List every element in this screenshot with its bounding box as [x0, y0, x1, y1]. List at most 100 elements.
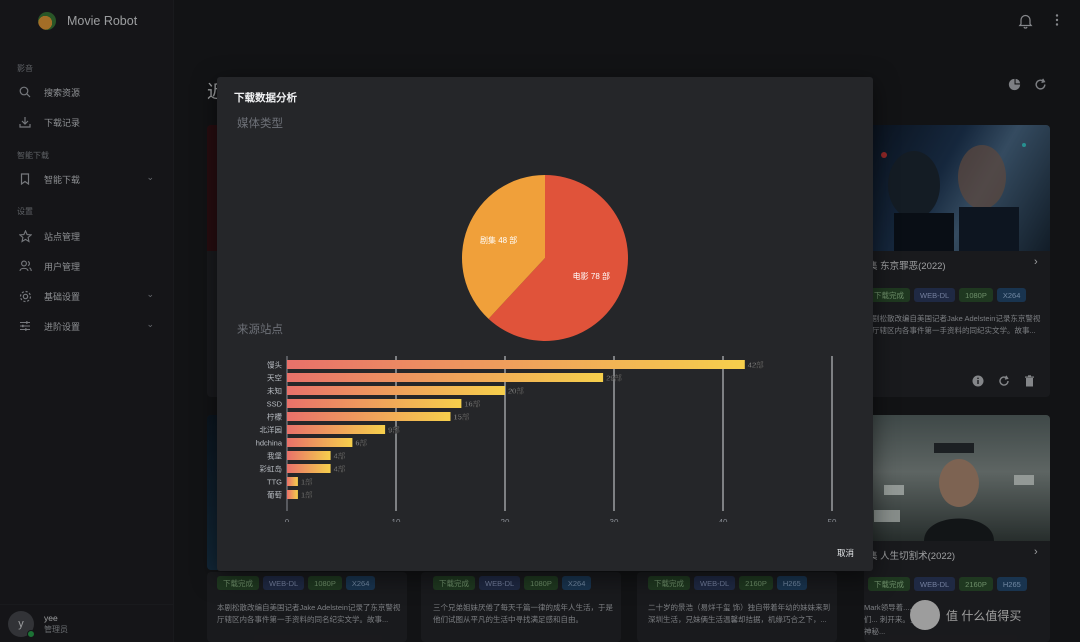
card-description: 三个兄弟姐妹厌倦了每天千篇一律的成年人生活，于是他们试图从平凡的生活中寻找满足感…: [433, 603, 613, 624]
media-card[interactable]: 下载完成 WEB-DL 2160P H265 二十岁的景浩（易烊千玺 饰）独自带…: [637, 572, 837, 642]
resolution-badge: 2160P: [739, 576, 773, 590]
pie-chart-icon[interactable]: [1008, 78, 1021, 94]
bar: [287, 399, 462, 408]
cancel-button[interactable]: 取消: [836, 548, 854, 558]
codec-badge: H265: [776, 576, 807, 590]
media-card[interactable]: 集 东京罪恶(2022) › 下载完成 WEB-DL 1080P X264 剧松…: [864, 125, 1050, 397]
media-card[interactable]: 下载完成 WEB-DL 1080P X264 本剧松散改编自美国记者Jake A…: [207, 572, 407, 642]
refresh-icon[interactable]: [998, 375, 1010, 390]
watermark-logo: 值 什么值得买: [910, 600, 1021, 630]
bar-value-label: 1部: [301, 477, 313, 487]
sidebar-item-label: 用户管理: [44, 261, 81, 272]
status-badge: 下载完成: [868, 288, 910, 302]
sliders-icon: [18, 319, 32, 333]
card-description: 二十岁的景浩（易烊千玺 饰）独自带着年幼的妹妹来到深圳生活，兄妹俩生活温馨却拮据…: [648, 603, 831, 624]
bar: [287, 360, 745, 369]
bar-value-label: 16部: [464, 399, 480, 409]
chevron-right-icon[interactable]: ›: [1034, 546, 1038, 558]
bar-value-label: 1部: [301, 490, 313, 500]
y-tick-label: 未知: [267, 386, 282, 396]
codec-badge: X264: [345, 576, 376, 590]
sidebar-item-search[interactable]: 搜索资源: [18, 81, 158, 103]
media-type-pie-chart: 电影 78 部 剧集 48 部: [462, 175, 628, 341]
sidebar-item-users[interactable]: 用户管理: [18, 255, 158, 277]
source-badge: WEB-DL: [263, 576, 305, 590]
chevron-down-icon: ⌄: [146, 319, 154, 329]
status-badge: 下载完成: [648, 576, 690, 590]
media-card[interactable]: 下载完成 WEB-DL 1080P X264 三个兄弟姐妹厌倦了每天千篇一律的成…: [421, 572, 621, 642]
y-tick-label: 柠檬: [267, 412, 282, 422]
source-badge: WEB-DL: [479, 576, 521, 590]
bar-value-label: 9部: [388, 425, 400, 435]
x-tick-label: 10: [392, 518, 401, 522]
bar: [287, 438, 353, 447]
codec-badge: H265: [996, 577, 1027, 591]
analytics-dialog: 下载数据分析 媒体类型 电影 78 部 剧集 48 部 来源站点 0 10 20 30 4…: [217, 77, 873, 571]
sidebar-item-downloads[interactable]: 下载记录: [18, 111, 158, 133]
x-tick-label: 20: [501, 518, 510, 522]
status-badge: 下载完成: [433, 576, 475, 590]
bookmark-icon: [18, 172, 32, 186]
status-badge: 下载完成: [868, 577, 910, 591]
pie-slice: [462, 175, 545, 319]
sidebar-item-smart-download[interactable]: 智能下载 ⌄: [18, 168, 158, 190]
card-description: Mark领导着..., 他们... 刺开来。当一个神秘...: [864, 603, 933, 636]
status-badge: 下载完成: [217, 576, 259, 590]
sidebar-item-label: 搜索资源: [44, 87, 81, 98]
bar: [287, 386, 505, 395]
download-icon: [18, 115, 32, 129]
app-name: Movie Robot: [67, 14, 138, 28]
user-role: 管理员: [44, 624, 68, 634]
sidebar-item-label: 基础设置: [44, 291, 81, 302]
resolution-badge: 1080P: [524, 576, 558, 590]
gear-icon: [18, 289, 32, 303]
x-tick-label: 40: [719, 518, 728, 522]
avatar-initial: y: [18, 617, 24, 630]
bar: [287, 425, 386, 434]
bar-value-label: 4部: [334, 464, 346, 474]
pie-slice: [488, 175, 628, 341]
resolution-badge: 1080P: [308, 576, 342, 590]
refresh-icon[interactable]: [1034, 78, 1047, 94]
more-vertical-icon[interactable]: [1055, 13, 1059, 30]
resolution-badge: 2160P: [959, 577, 993, 591]
bell-icon[interactable]: [1018, 13, 1033, 32]
sidebar-item-advanced-settings[interactable]: 进阶设置 ⌄: [18, 315, 158, 337]
x-tick-label: 50: [828, 518, 837, 522]
sidebar-item-label: 进阶设置: [44, 321, 81, 332]
info-icon[interactable]: [972, 375, 984, 390]
sidebar-item-label: 下载记录: [44, 117, 81, 128]
y-tick-label: TTG: [267, 478, 282, 487]
star-icon: [18, 229, 32, 243]
sidebar-item-sites[interactable]: 站点管理: [18, 225, 158, 247]
sidebar: Movie Robot 影音 搜索资源 下载记录 智能下载 智能下载 ⌄ 设置 …: [0, 0, 174, 642]
bar: [287, 464, 331, 473]
y-tick-label: hdchina: [256, 439, 283, 448]
brand[interactable]: Movie Robot: [38, 12, 137, 30]
bar-value-label: 15部: [454, 412, 470, 422]
section-title-media-type: 媒体类型: [237, 118, 283, 130]
bar-value-label: 6部: [355, 438, 367, 448]
trash-icon[interactable]: [1024, 375, 1035, 390]
section-label-media: 影音: [17, 64, 33, 73]
sidebar-item-label: 智能下载: [44, 174, 81, 185]
y-tick-label: 彩虹岛: [260, 464, 283, 474]
bar: [287, 373, 604, 382]
x-tick-label: 0: [285, 518, 290, 522]
user-profile[interactable]: y yee 管理员: [0, 604, 174, 642]
dialog-title: 下载数据分析: [234, 92, 297, 104]
pie-slice-label: 剧集 48 部: [480, 235, 517, 245]
codec-badge: X264: [561, 576, 592, 590]
bar-value-label: 20部: [508, 386, 524, 396]
media-card[interactable]: 集 人生切割术(2022) › 下载完成 WEB-DL 2160P H265 M…: [864, 415, 1050, 642]
pie-slice-label: 电影 78 部: [573, 271, 610, 281]
chevron-down-icon: ⌄: [146, 172, 154, 182]
sidebar-item-basic-settings[interactable]: 基础设置 ⌄: [18, 285, 158, 307]
card-description: 本剧松散改编自美国记者Jake Adelstein记录了东京警视厅辖区内各事件第…: [217, 603, 401, 624]
card-description: 剧松散改编自美国记者Jake Adelstein记录东京警视厅辖区内各事件第一手…: [872, 314, 1041, 335]
bar-value-label: 42部: [748, 360, 764, 370]
chevron-right-icon[interactable]: ›: [1034, 256, 1038, 268]
card-title: 集 东京罪恶(2022): [868, 261, 946, 272]
avatar: y: [8, 610, 35, 638]
